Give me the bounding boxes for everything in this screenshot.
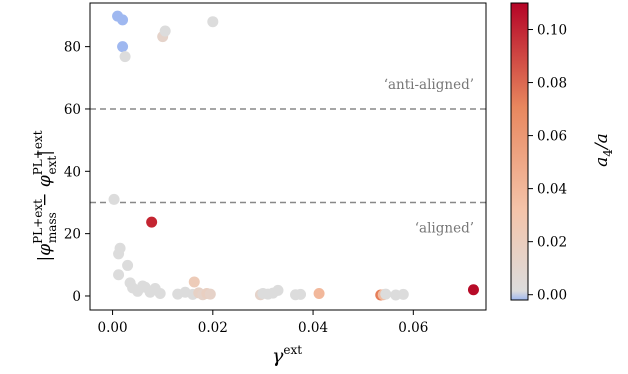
data-point-20 bbox=[154, 287, 166, 299]
y-tick-label: 60 bbox=[64, 102, 81, 118]
colorbar-tick-label: 0.04 bbox=[537, 182, 567, 198]
data-point-7 bbox=[108, 193, 120, 205]
y-tick-label: 20 bbox=[64, 227, 81, 243]
reference-line-label-1: ‘aligned’ bbox=[415, 220, 474, 236]
data-point-5 bbox=[159, 25, 171, 37]
axis-ticks: 0.00 0.02 0.04 0.06 0 20 40 60 80 bbox=[64, 40, 429, 336]
x-tick-label: 0.06 bbox=[398, 320, 428, 336]
data-points bbox=[108, 10, 479, 301]
x-tick-label: 0.00 bbox=[98, 320, 128, 336]
y-axis-title: |φPL+extmass − φPL+extext| bbox=[31, 130, 59, 261]
colorbar-tick-label: 0.08 bbox=[537, 76, 567, 92]
colorbar: 0.00 0.02 0.04 0.06 0.08 0.10 a4/a bbox=[510, 2, 615, 304]
data-point-41 bbox=[397, 288, 409, 300]
colorbar-tick-label: 0.10 bbox=[537, 23, 567, 39]
data-point-24 bbox=[188, 276, 200, 288]
x-tick-label: 0.02 bbox=[198, 320, 228, 336]
colorbar-ticks: 0.00 0.02 0.04 0.06 0.08 0.10 bbox=[528, 23, 567, 304]
colorbar-tick-label: 0.00 bbox=[537, 288, 567, 304]
data-point-3 bbox=[119, 51, 131, 63]
plot-frame bbox=[89, 2, 487, 311]
data-point-11 bbox=[122, 259, 134, 271]
x-axis-title: γext bbox=[272, 343, 302, 367]
colorbar-gradient bbox=[510, 2, 529, 301]
y-tick-label: 40 bbox=[64, 164, 81, 180]
data-point-2 bbox=[117, 41, 129, 53]
data-point-12 bbox=[113, 269, 125, 281]
data-point-6 bbox=[207, 16, 219, 28]
colorbar-label: a4/a bbox=[592, 133, 615, 167]
data-point-39 bbox=[380, 288, 392, 300]
data-point-33 bbox=[272, 284, 284, 296]
data-point-28 bbox=[204, 288, 216, 300]
plot-area: ‘anti-aligned’ ‘aligned’ bbox=[90, 77, 486, 236]
colorbar-tick-label: 0.06 bbox=[537, 129, 567, 145]
data-point-42 bbox=[467, 284, 479, 296]
data-point-8 bbox=[146, 216, 158, 228]
reference-line-label-0: ‘anti-aligned’ bbox=[384, 77, 474, 93]
colorbar-tick-label: 0.02 bbox=[537, 235, 567, 251]
y-tick-label: 0 bbox=[72, 289, 81, 305]
data-point-1 bbox=[117, 14, 129, 26]
data-point-36 bbox=[313, 287, 325, 299]
y-tick-label: 80 bbox=[64, 40, 81, 56]
data-point-35 bbox=[295, 288, 307, 300]
data-point-10 bbox=[113, 248, 125, 260]
x-tick-label: 0.04 bbox=[298, 320, 328, 336]
